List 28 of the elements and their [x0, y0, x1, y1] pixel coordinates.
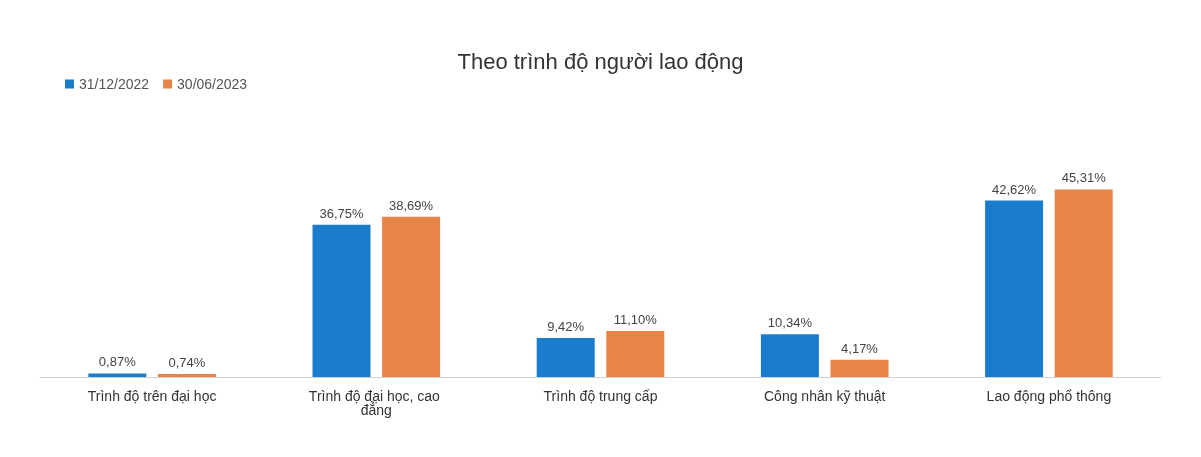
data-label: 36,75% [319, 205, 364, 221]
bar [382, 216, 441, 377]
bar [1054, 189, 1113, 377]
bar [312, 224, 371, 377]
bar [536, 338, 595, 377]
data-label: 10,34% [767, 315, 813, 331]
bar [985, 200, 1044, 377]
x-tick-label: Trình độ đại học, cao đẳng [308, 388, 444, 418]
data-label: 0,87% [98, 354, 137, 370]
bar [88, 373, 147, 377]
data-label: 4,17% [841, 340, 879, 356]
legend-label: 30/06/2023 [177, 76, 248, 92]
chart-title: Theo trình độ người lao động [457, 48, 744, 74]
data-label: 9,42% [547, 319, 585, 334]
bar [606, 331, 665, 377]
data-label: 11,10% [613, 312, 658, 328]
x-tick-label: Công nhân kỹ thuật [763, 388, 886, 404]
data-label: 42,62% [992, 181, 1037, 197]
legend-label: 31/12/2022 [79, 76, 150, 92]
data-label: 45,31% [1061, 170, 1107, 186]
x-tick-label: Trình độ trung cấp [543, 388, 658, 404]
bar [157, 373, 216, 377]
x-tick-label: Lao động phổ thông [986, 388, 1112, 404]
data-label: 0,74% [168, 354, 206, 370]
bar [760, 334, 819, 377]
x-tick-label: Trình độ trên đại học [87, 388, 217, 404]
bar [830, 359, 889, 377]
data-label: 38,69% [389, 197, 434, 213]
